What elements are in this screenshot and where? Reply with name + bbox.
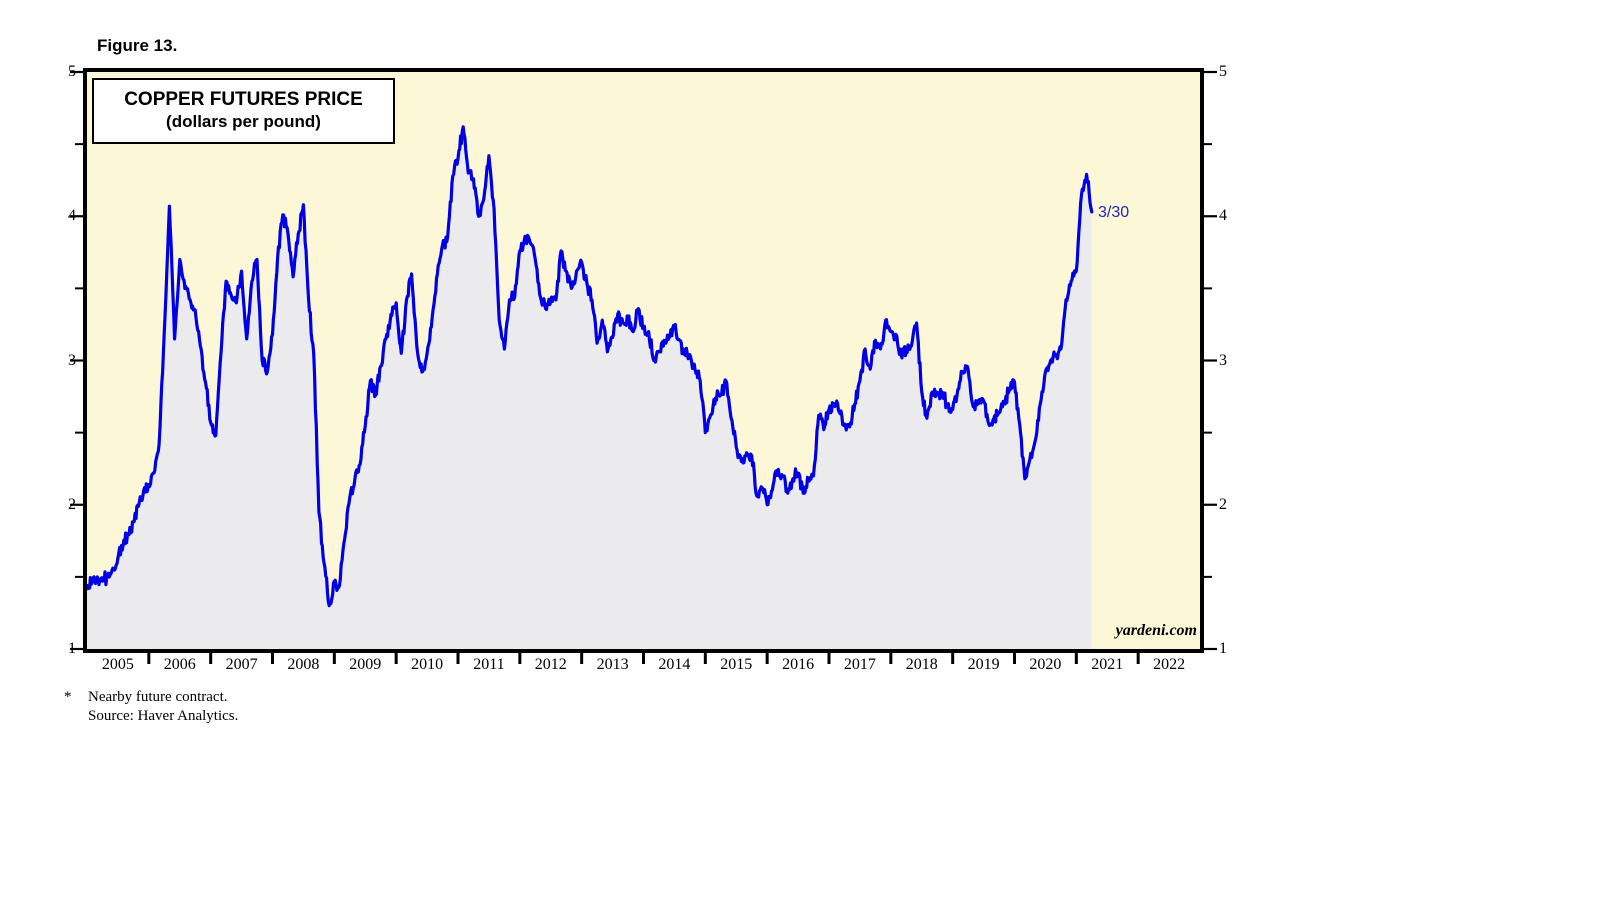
year-label: 2014 (658, 656, 691, 673)
figure-label: Figure 13. (97, 36, 178, 55)
year-label: 2015 (720, 656, 753, 673)
watermark: yardeni.com (1115, 622, 1197, 639)
year-label: 2013 (596, 656, 629, 673)
year-label: 2008 (287, 656, 320, 673)
year-label: 2021 (1091, 656, 1124, 673)
year-label: 2016 (782, 656, 815, 673)
year-label: 2012 (534, 656, 567, 673)
year-label: 2006 (163, 656, 196, 673)
footnote-line1: * Nearby future contract. (64, 688, 228, 707)
year-label: 2007 (225, 656, 258, 673)
year-label: 2010 (411, 656, 444, 673)
chart-title: COPPER FUTURES PRICE (124, 89, 363, 110)
year-label: 2020 (1029, 656, 1062, 673)
y-axis-label-right: 2 (1219, 495, 1227, 513)
y-axis-label-right: 3 (1219, 351, 1227, 369)
y-axis-label-left: 3 (68, 351, 76, 369)
y-axis-label-left: 1 (68, 640, 76, 657)
year-label: 2018 (905, 656, 938, 673)
year-label: 2011 (473, 656, 505, 673)
last-date-label: 3/30 (1098, 204, 1130, 221)
year-label: 2019 (967, 656, 1000, 673)
chart-subtitle: (dollars per pound) (166, 112, 321, 131)
year-label: 2017 (843, 656, 876, 673)
y-axis-label-left: 5 (68, 63, 76, 80)
y-axis-label-left: 2 (68, 495, 76, 513)
y-axis-label-right: 4 (1219, 207, 1227, 225)
year-label: 2022 (1153, 656, 1186, 673)
year-label: 2009 (349, 656, 382, 673)
year-label: 2005 (101, 656, 134, 673)
y-axis-label-right: 5 (1219, 63, 1227, 80)
plot-area (83, 68, 1204, 653)
footnote-asterisk: * (64, 689, 72, 705)
footnote-line2: Source: Haver Analytics. (88, 708, 239, 724)
footnote-line1-text: Nearby future contract. (88, 689, 228, 705)
y-axis-label-left: 4 (68, 207, 76, 225)
y-axis-label-right: 1 (1219, 640, 1227, 657)
chart-title-box: COPPER FUTURES PRICE (dollars per pound) (92, 78, 395, 144)
